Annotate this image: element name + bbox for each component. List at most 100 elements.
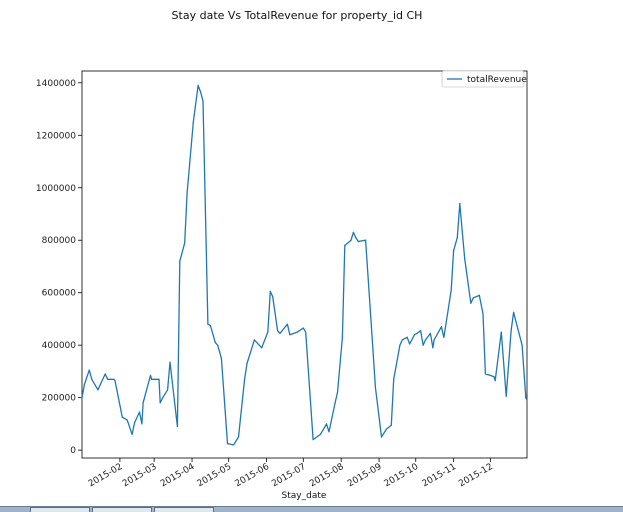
data-point bbox=[399, 344, 401, 346]
data-point bbox=[162, 397, 164, 399]
x-axis-label: Stay_date bbox=[282, 491, 327, 501]
data-point bbox=[482, 313, 484, 315]
data-point bbox=[526, 399, 528, 401]
data-point bbox=[478, 294, 480, 296]
x-tick-label: 2015-12 bbox=[457, 462, 495, 489]
data-point bbox=[505, 395, 507, 397]
data-point bbox=[336, 391, 339, 393]
series-line-totalRevenue bbox=[81, 84, 528, 446]
taskbar-strip bbox=[0, 506, 623, 512]
data-point bbox=[226, 443, 229, 445]
data-point bbox=[432, 347, 434, 349]
data-point bbox=[237, 436, 240, 438]
data-point bbox=[472, 297, 474, 299]
data-point bbox=[510, 330, 512, 332]
data-point bbox=[459, 202, 461, 205]
data-point bbox=[416, 332, 418, 334]
data-point bbox=[341, 336, 343, 338]
data-point bbox=[296, 331, 298, 333]
data-point bbox=[246, 362, 248, 365]
data-point bbox=[429, 332, 431, 334]
data-point bbox=[184, 242, 186, 244]
data-point bbox=[344, 244, 346, 247]
x-tick-label: 2015-10 bbox=[383, 462, 421, 490]
data-point bbox=[513, 311, 515, 313]
axes-frame bbox=[81, 70, 528, 459]
data-point bbox=[357, 240, 359, 243]
data-point bbox=[209, 324, 211, 327]
data-points bbox=[81, 84, 528, 446]
y-tick-label: 800000 bbox=[42, 236, 77, 246]
data-point bbox=[289, 334, 291, 336]
data-point bbox=[107, 378, 109, 380]
data-point bbox=[433, 339, 435, 341]
taskbar-button[interactable] bbox=[30, 507, 90, 512]
data-point bbox=[91, 378, 93, 380]
y-tick-label: 1400000 bbox=[36, 79, 76, 89]
y-tick-label: 1000000 bbox=[36, 184, 76, 194]
data-point bbox=[126, 419, 128, 421]
data-point bbox=[104, 373, 106, 375]
data-point bbox=[149, 374, 152, 376]
x-tick-label: 2015-11 bbox=[421, 462, 459, 489]
data-point bbox=[114, 380, 116, 382]
data-point bbox=[233, 444, 235, 446]
taskbar-button[interactable] bbox=[154, 507, 214, 512]
data-point bbox=[325, 423, 328, 425]
data-point bbox=[352, 231, 354, 233]
data-point bbox=[406, 336, 408, 338]
legend-label: totalRevenue bbox=[467, 75, 527, 85]
data-point bbox=[179, 260, 181, 262]
data-point bbox=[390, 424, 392, 426]
y-tick-label: 1200000 bbox=[36, 131, 76, 141]
data-point bbox=[489, 374, 491, 376]
data-point bbox=[453, 250, 455, 252]
data-point bbox=[267, 331, 269, 333]
data-point bbox=[217, 344, 219, 346]
data-point bbox=[484, 373, 486, 375]
data-point bbox=[200, 91, 202, 93]
data-point bbox=[207, 323, 209, 325]
data-point bbox=[186, 192, 188, 194]
data-point bbox=[97, 389, 99, 391]
data-point bbox=[261, 347, 263, 349]
taskbar-button[interactable] bbox=[92, 507, 152, 512]
data-point bbox=[141, 423, 143, 425]
data-point bbox=[88, 369, 90, 371]
data-point bbox=[158, 378, 160, 380]
x-tick-label: 2015-09 bbox=[346, 462, 384, 490]
y-tick-label: 400000 bbox=[42, 341, 77, 351]
data-point bbox=[121, 416, 123, 418]
data-point bbox=[167, 389, 169, 391]
data-point bbox=[244, 378, 246, 380]
data-point bbox=[277, 330, 279, 332]
y-tick-label: 600000 bbox=[42, 289, 77, 299]
legend: totalRevenue bbox=[441, 70, 527, 88]
x-tick-label: 2015-07 bbox=[270, 462, 308, 489]
data-point bbox=[279, 332, 281, 334]
data-point bbox=[424, 339, 427, 341]
data-point bbox=[169, 361, 171, 363]
data-point bbox=[385, 428, 387, 430]
data-point bbox=[131, 433, 133, 435]
data-point bbox=[319, 433, 321, 435]
data-point bbox=[214, 342, 216, 344]
data-point bbox=[272, 296, 274, 298]
data-point bbox=[374, 386, 376, 388]
data-point bbox=[113, 378, 115, 380]
y-tick-label: 200000 bbox=[42, 394, 77, 404]
data-point bbox=[422, 344, 424, 346]
data-point bbox=[420, 330, 422, 332]
data-point bbox=[197, 84, 199, 86]
x-tick-label: 2015-06 bbox=[234, 462, 272, 490]
data-point bbox=[413, 334, 416, 336]
data-point bbox=[500, 331, 502, 333]
plot-area: 0 200000 400000 600000 800000 1000000 1200000 1… bbox=[36, 70, 528, 489]
data-point bbox=[401, 339, 403, 341]
data-point bbox=[493, 376, 495, 378]
y-tick-label: 0 bbox=[70, 446, 76, 456]
data-point bbox=[521, 344, 523, 346]
data-point bbox=[151, 378, 153, 380]
